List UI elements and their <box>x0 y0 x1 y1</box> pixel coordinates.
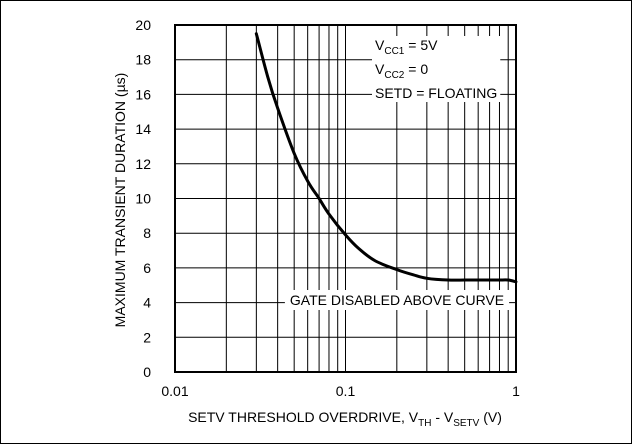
condition-vcc1-main: V <box>375 37 385 53</box>
plot-border <box>174 24 517 373</box>
annotation-gate-disabled: GATE DISABLED ABOVE CURVE <box>290 292 504 308</box>
condition-vcc1-sub: CC1 <box>384 46 404 57</box>
y-tick-label: 12 <box>135 156 151 172</box>
x-tick-labels: 0.01 0.1 1 <box>161 383 520 399</box>
condition-vcc1: VCC1 = 5V <box>375 37 438 57</box>
y-tick-label: 18 <box>135 52 151 68</box>
condition-vcc2-sub: CC2 <box>384 70 404 81</box>
x-axis-title-sub2: SETV <box>453 418 479 429</box>
x-tick-label: 0.01 <box>161 383 188 399</box>
x-axis-title-sub1: TH <box>418 418 431 429</box>
condition-setd-main: SETD = FLOATING <box>375 85 497 101</box>
y-tick-label: 2 <box>143 329 151 345</box>
condition-vcc2-rest: = 0 <box>404 61 428 77</box>
y-tick-label: 0 <box>143 364 151 380</box>
annotation-background <box>284 290 510 310</box>
x-axis-title-mid: - V <box>431 409 453 425</box>
y-tick-label: 14 <box>135 121 151 137</box>
y-tick-label: 16 <box>135 86 151 102</box>
conditions-background <box>372 36 501 102</box>
y-tick-label: 4 <box>143 295 151 311</box>
x-axis-title-post: (V) <box>479 409 502 425</box>
y-tick-label: 20 <box>135 17 151 33</box>
y-tick-labels: 0 2 4 6 8 10 12 14 16 18 20 <box>135 17 151 380</box>
series-curve <box>254 32 518 284</box>
y-axis-title: MAXIMUM TRANSIENT DURATION (µs) <box>112 73 128 328</box>
y-tick-label: 10 <box>135 191 151 207</box>
x-tick-label: 0.1 <box>336 383 356 399</box>
x-axis-title: SETV THRESHOLD OVERDRIVE, VTH - VSETV (V… <box>188 409 502 429</box>
condition-vcc1-rest: = 5V <box>404 37 438 53</box>
condition-vcc2-main: V <box>375 61 385 77</box>
x-axis-title-pre: SETV THRESHOLD OVERDRIVE, V <box>188 409 419 425</box>
x-tick-label: 1 <box>512 383 520 399</box>
condition-vcc2: VCC2 = 0 <box>375 61 428 81</box>
condition-setd: SETD = FLOATING <box>375 85 497 101</box>
y-tick-label: 6 <box>143 260 151 276</box>
y-tick-label: 8 <box>143 225 151 241</box>
